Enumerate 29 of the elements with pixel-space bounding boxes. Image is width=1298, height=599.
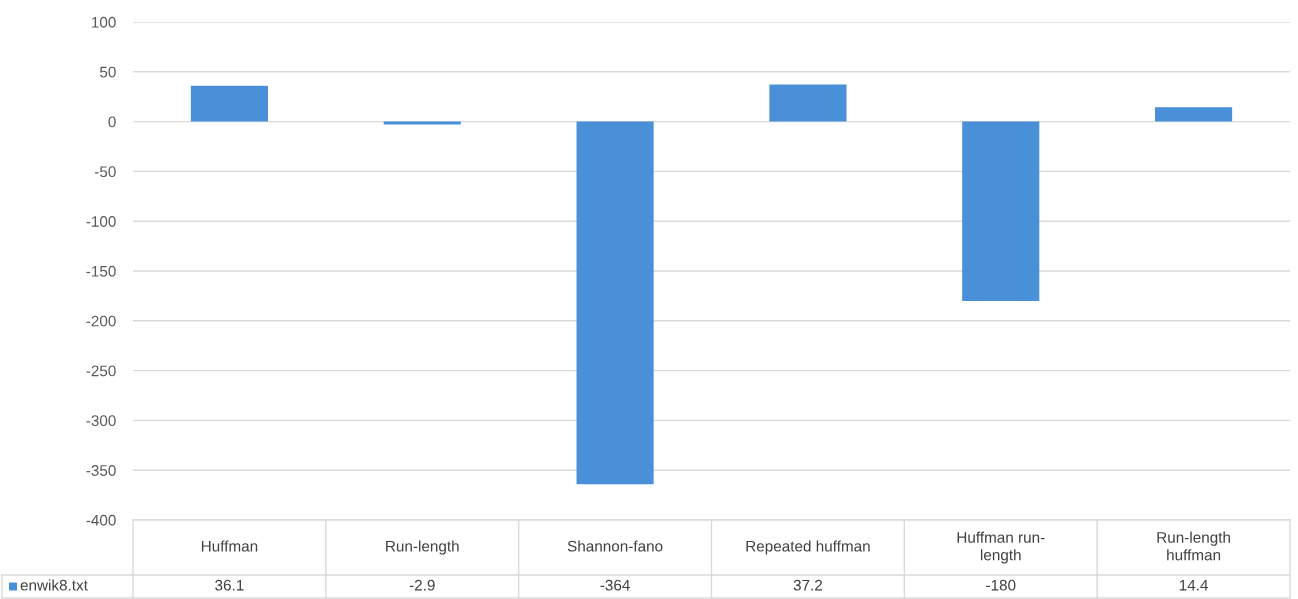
x-tick-label: Run-length huffman: [1157, 531, 1230, 561]
y-tick-label: -150: [86, 265, 116, 277]
bar: [962, 121, 1040, 301]
y-tick-label: -350: [86, 465, 116, 476]
y-tick-label: 50: [99, 66, 116, 78]
data-label: 37.2: [793, 579, 823, 591]
legend-label: enwik8.txt: [20, 579, 88, 591]
y-tick-label: -400: [86, 514, 116, 526]
bar: [576, 121, 654, 485]
bar: [1155, 107, 1233, 122]
x-tick-label: Huffman: [201, 540, 258, 552]
y-tick-label: -100: [86, 216, 116, 227]
data-label: 36.1: [215, 579, 244, 591]
data-label: 14.4: [1179, 579, 1209, 591]
y-tick-label: -300: [86, 415, 116, 427]
bar: [190, 85, 268, 122]
data-label: -180: [986, 579, 1016, 591]
y-tick-label: 0: [108, 116, 116, 128]
y-tick-label: -50: [94, 166, 116, 178]
x-tick-label: Huffman run-length: [957, 531, 1045, 564]
x-tick-label: Repeated huffman: [746, 540, 870, 555]
y-tick-label: -250: [86, 365, 116, 377]
x-tick-label: Run-length: [386, 540, 459, 555]
x-tick-label: Shannon-fano: [567, 540, 663, 552]
data-label: -2.9: [409, 579, 435, 591]
y-tick-label: -200: [86, 315, 116, 327]
bar: [769, 84, 847, 122]
y-tick-label: 100: [92, 16, 116, 28]
data-label: -364: [600, 579, 630, 591]
